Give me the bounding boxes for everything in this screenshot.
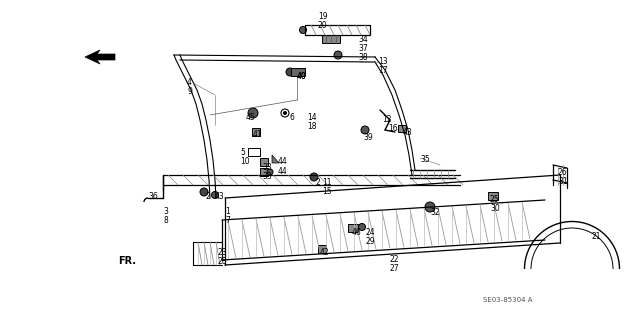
Text: 6: 6	[290, 113, 295, 122]
Text: 5: 5	[240, 148, 245, 157]
Text: 14: 14	[307, 113, 317, 122]
Text: 39: 39	[363, 133, 372, 142]
Text: 22: 22	[390, 255, 399, 264]
Text: 35: 35	[420, 155, 429, 164]
Text: 42: 42	[320, 248, 330, 257]
Circle shape	[200, 188, 208, 196]
Bar	[398, 125, 406, 132]
Bar	[248, 148, 260, 156]
Polygon shape	[85, 50, 115, 64]
Circle shape	[300, 26, 307, 33]
Text: 43: 43	[403, 128, 413, 137]
Text: 44: 44	[278, 167, 288, 176]
Bar	[322, 35, 340, 43]
Circle shape	[334, 51, 342, 59]
Text: 44: 44	[278, 157, 288, 166]
Text: 40: 40	[297, 72, 307, 81]
Text: 1: 1	[225, 207, 230, 216]
Text: 20: 20	[318, 21, 328, 30]
Text: 18: 18	[307, 122, 317, 131]
Circle shape	[361, 126, 369, 134]
Bar	[260, 158, 268, 166]
Text: 11: 11	[322, 178, 332, 187]
Text: 7: 7	[225, 216, 230, 225]
Circle shape	[310, 173, 318, 181]
Text: 34: 34	[358, 35, 368, 44]
Text: 21: 21	[592, 232, 602, 241]
Circle shape	[286, 68, 294, 76]
Text: 12: 12	[382, 115, 392, 124]
Text: 15: 15	[322, 187, 332, 196]
Text: 43: 43	[215, 192, 225, 201]
Text: 25: 25	[490, 195, 500, 204]
Bar	[260, 168, 268, 176]
Text: 23: 23	[218, 248, 228, 257]
Text: FR.: FR.	[118, 256, 136, 266]
Text: 27: 27	[390, 264, 399, 273]
Text: 3: 3	[163, 207, 168, 216]
Text: 16: 16	[388, 124, 397, 133]
Bar	[318, 245, 326, 253]
Text: 30: 30	[490, 204, 500, 213]
Text: 13: 13	[378, 57, 388, 66]
Text: 37: 37	[358, 44, 368, 53]
Circle shape	[358, 224, 365, 231]
Text: 36: 36	[148, 192, 157, 201]
Text: 19: 19	[318, 12, 328, 21]
Bar	[291, 68, 305, 76]
Text: 28: 28	[218, 257, 227, 266]
Bar	[488, 192, 498, 200]
Text: 8: 8	[163, 216, 168, 225]
Bar	[348, 224, 358, 232]
Text: 32: 32	[430, 208, 440, 217]
Text: 40: 40	[297, 72, 307, 81]
Text: 46: 46	[352, 228, 362, 237]
Text: 17: 17	[378, 66, 388, 75]
Circle shape	[267, 169, 273, 175]
Circle shape	[425, 202, 435, 212]
Text: 26: 26	[558, 168, 568, 177]
Text: 45: 45	[246, 113, 256, 122]
Text: 33: 33	[262, 172, 272, 181]
Text: 29: 29	[366, 237, 376, 246]
Text: 4: 4	[187, 78, 192, 87]
Text: 24: 24	[366, 228, 376, 237]
Text: 10: 10	[240, 157, 250, 166]
Text: 41: 41	[253, 130, 262, 139]
Text: 31: 31	[558, 177, 568, 186]
Text: 38: 38	[358, 53, 367, 62]
Bar	[252, 128, 260, 136]
Text: 2: 2	[205, 192, 210, 201]
Circle shape	[211, 191, 218, 198]
Circle shape	[284, 112, 287, 115]
Text: 33: 33	[262, 163, 272, 172]
Polygon shape	[272, 155, 279, 163]
Circle shape	[248, 108, 258, 118]
Text: SE03-85304 A: SE03-85304 A	[483, 297, 532, 303]
Text: 9: 9	[187, 87, 192, 96]
Text: 2: 2	[315, 178, 320, 187]
